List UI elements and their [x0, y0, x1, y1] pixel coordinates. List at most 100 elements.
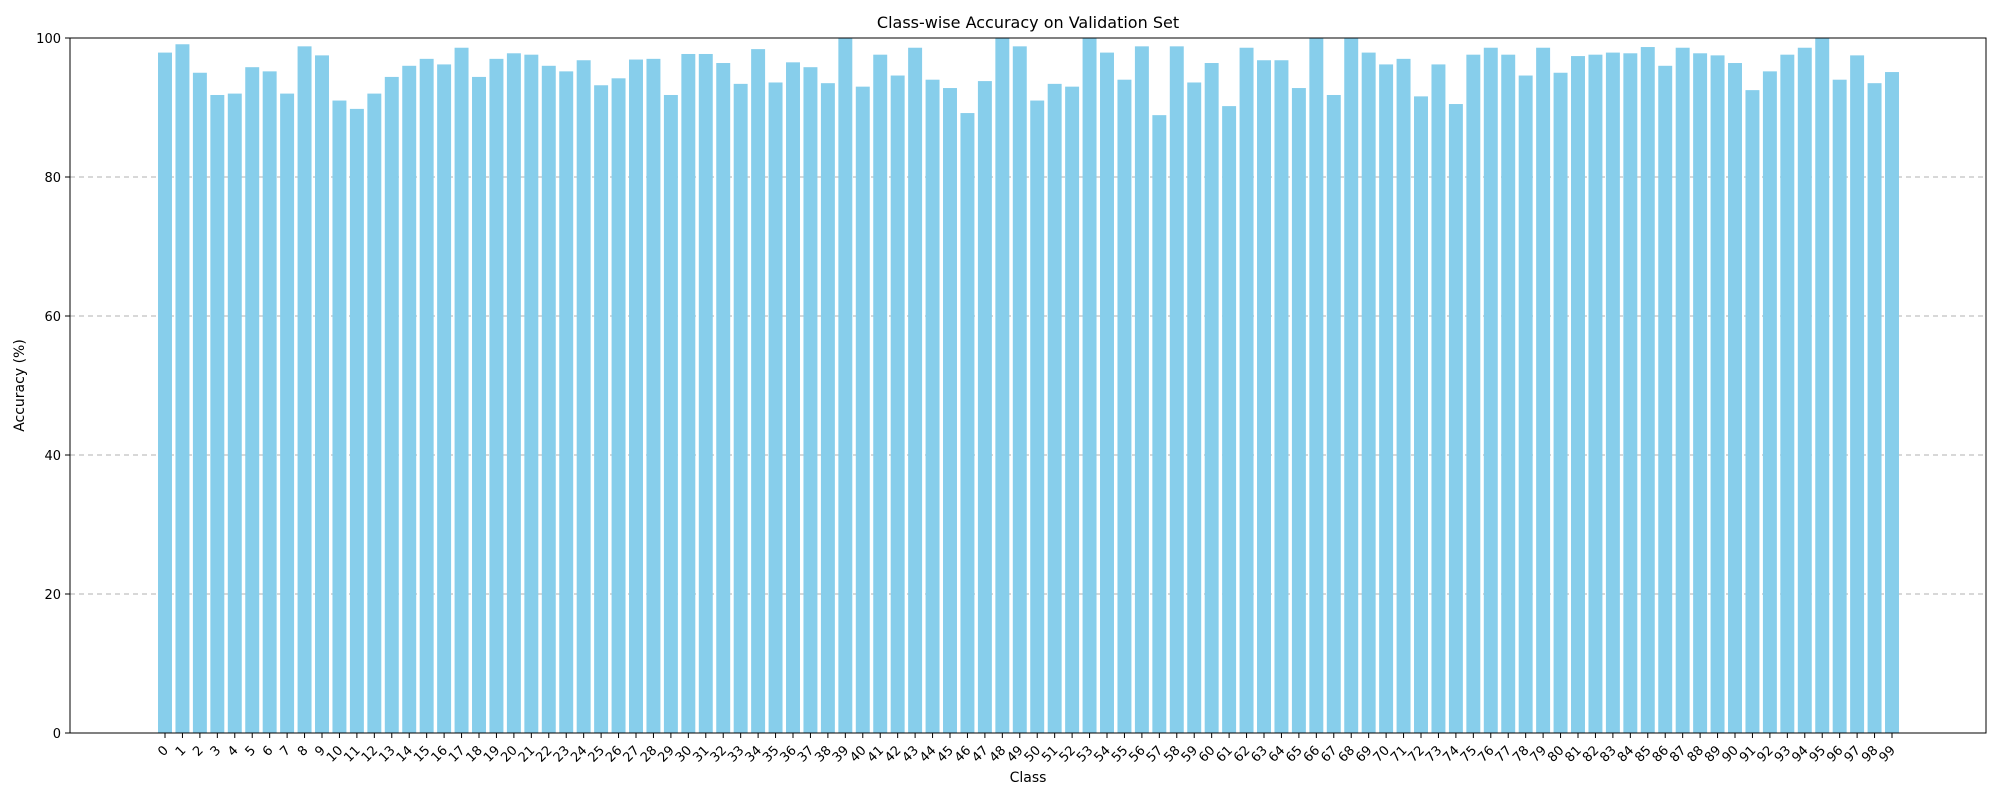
bar-class-16 — [437, 64, 452, 733]
bar-class-39 — [838, 38, 853, 733]
bar-class-96 — [1832, 79, 1847, 733]
bar-class-34 — [751, 49, 766, 734]
bar-class-58 — [1169, 46, 1184, 733]
bar-class-73 — [1431, 64, 1446, 733]
bar-class-31 — [698, 53, 713, 734]
bar-class-45 — [943, 88, 957, 734]
bar-class-67 — [1326, 94, 1341, 734]
bar-class-88 — [1693, 53, 1708, 734]
x-tick-label: 2 — [190, 743, 206, 759]
bar-class-93 — [1780, 54, 1795, 734]
bar-class-1 — [175, 44, 190, 733]
bar-class-77 — [1501, 54, 1516, 734]
bar-class-94 — [1797, 47, 1812, 734]
bar-class-19 — [489, 58, 504, 734]
bar-class-55 — [1117, 79, 1132, 733]
bar-class-75 — [1466, 54, 1481, 734]
bar-class-7 — [280, 93, 295, 734]
bar-class-78 — [1518, 75, 1533, 733]
bar-class-27 — [629, 59, 643, 734]
bar-class-69 — [1361, 52, 1376, 734]
bar-class-40 — [855, 86, 870, 733]
bar-class-4 — [227, 93, 242, 734]
bar-class-82 — [1588, 54, 1603, 734]
bar-class-21 — [524, 54, 539, 734]
x-tick-label: 1 — [173, 743, 189, 759]
x-tick-label: 8 — [295, 743, 311, 759]
bar-class-62 — [1239, 47, 1254, 734]
bar-class-52 — [1065, 86, 1080, 733]
chart-title: Class-wise Accuracy on Validation Set — [877, 13, 1179, 32]
bar-class-98 — [1867, 83, 1882, 734]
bar-class-9 — [315, 55, 329, 733]
bar-class-53 — [1082, 38, 1097, 733]
bar-class-26 — [611, 78, 626, 733]
bar-class-5 — [245, 67, 260, 733]
bar-class-61 — [1222, 106, 1237, 734]
bar-class-66 — [1309, 38, 1324, 733]
bar-class-18 — [472, 76, 486, 734]
bar-class-74 — [1448, 104, 1463, 733]
x-tick-label: 7 — [277, 743, 293, 759]
bar-class-92 — [1762, 71, 1777, 734]
bar-class-65 — [1291, 88, 1306, 734]
bar-class-48 — [995, 38, 1010, 733]
bar-class-20 — [506, 53, 521, 734]
bar-class-63 — [1257, 60, 1271, 734]
plot-frame — [69, 37, 1987, 734]
bar-class-41 — [873, 54, 888, 734]
bar-class-59 — [1187, 82, 1202, 734]
bar-class-84 — [1623, 53, 1638, 734]
bar-class-35 — [768, 82, 783, 734]
y-tick-label: 0 — [53, 727, 61, 742]
x-tick-label: 0 — [155, 743, 171, 759]
bar-class-36 — [786, 62, 800, 733]
y-tick-label: 20 — [44, 588, 61, 603]
bar-class-6 — [262, 71, 277, 734]
bar-class-46 — [960, 113, 975, 733]
bar-class-3 — [210, 94, 225, 734]
x-axis-title: Class — [1010, 770, 1047, 786]
bar-class-17 — [454, 47, 469, 734]
bar-class-60 — [1204, 63, 1219, 733]
bar-class-8 — [297, 46, 312, 733]
bar-class-23 — [559, 71, 574, 734]
bar-class-91 — [1745, 90, 1760, 733]
bar-class-14 — [402, 65, 417, 734]
x-axis: 0 1 2 3 4 5 6 7 8 9101112131415161718192021222324… — [155, 733, 1899, 766]
bar-class-68 — [1344, 38, 1359, 733]
bar-class-71 — [1396, 58, 1411, 734]
bar-class-24 — [576, 60, 591, 734]
bar-class-56 — [1134, 46, 1149, 733]
y-tick-label: 60 — [44, 310, 61, 325]
bar-class-90 — [1728, 63, 1742, 733]
bar-class-10 — [332, 100, 347, 734]
bar-class-89 — [1710, 55, 1725, 733]
bar-class-83 — [1605, 52, 1620, 734]
bar-class-86 — [1658, 65, 1673, 734]
bar-class-54 — [1100, 52, 1114, 734]
bar-class-85 — [1640, 47, 1655, 734]
bar-class-50 — [1030, 100, 1045, 734]
bar-class-30 — [681, 53, 696, 734]
bar-class-49 — [1012, 46, 1027, 733]
bar-class-25 — [594, 85, 609, 733]
y-tick-label: 100 — [36, 32, 61, 47]
bars — [158, 38, 1899, 734]
bar-class-29 — [663, 94, 678, 734]
bar-class-43 — [908, 47, 923, 734]
bar-class-22 — [541, 65, 556, 734]
bar-class-33 — [733, 83, 748, 734]
bar-class-37 — [803, 67, 818, 733]
bar-class-2 — [192, 72, 207, 733]
bar-class-81 — [1571, 56, 1585, 733]
bar-class-70 — [1379, 64, 1394, 733]
bar-class-51 — [1047, 83, 1062, 734]
bar-class-64 — [1274, 60, 1289, 734]
bar-class-80 — [1553, 72, 1568, 733]
y-tick-label: 80 — [44, 171, 61, 186]
y-axis: 0 20 40 60 80 100 — [36, 32, 70, 742]
bar-class-95 — [1815, 38, 1830, 733]
bar-class-38 — [820, 83, 835, 734]
